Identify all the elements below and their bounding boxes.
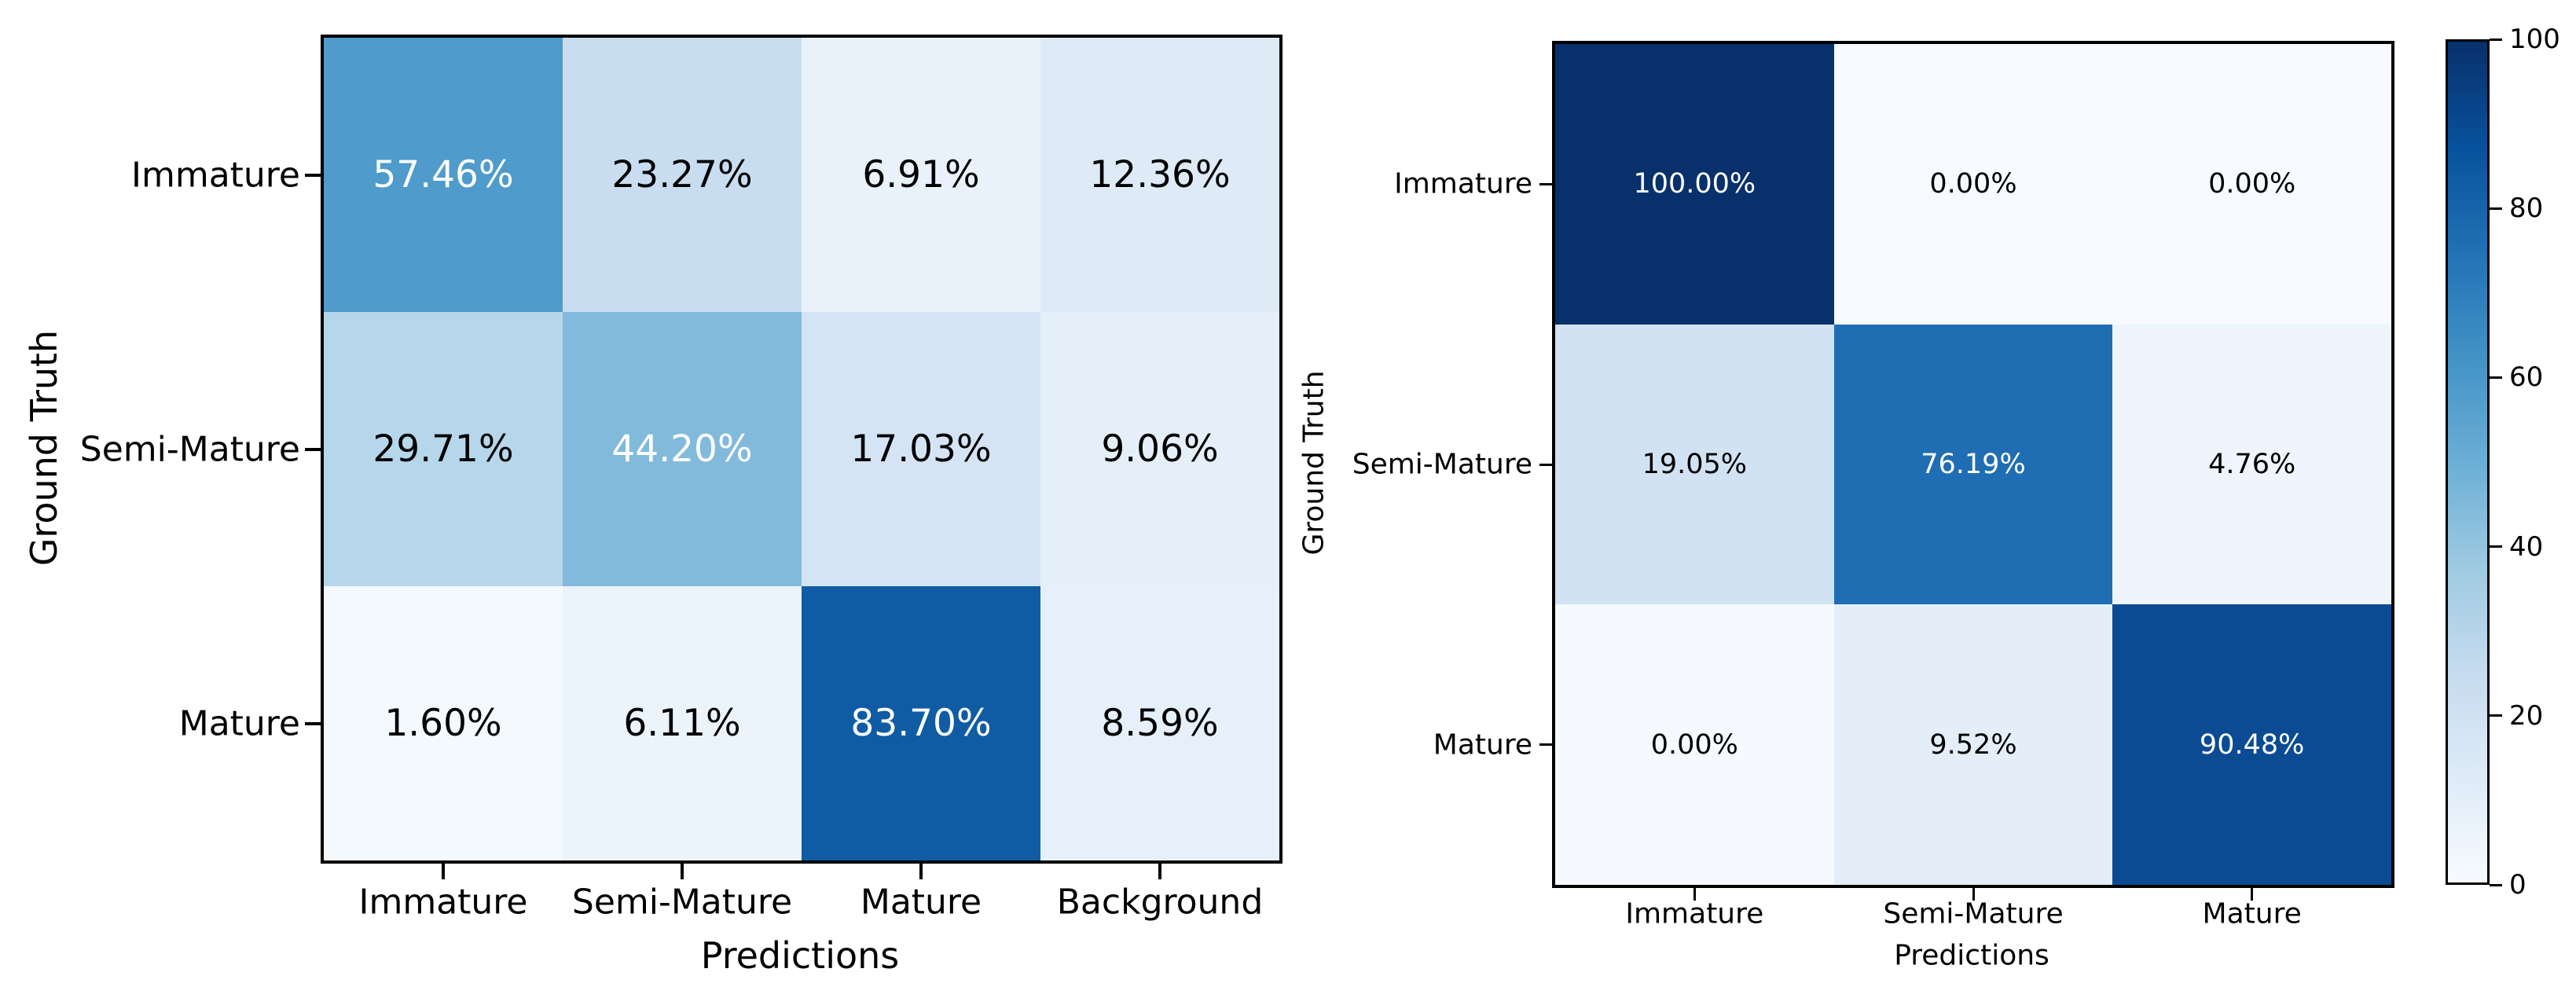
matrix-cell: 9.52% bbox=[1833, 604, 2113, 885]
y-tick-mark bbox=[1539, 182, 1552, 185]
x-tick-mark bbox=[1693, 888, 1696, 901]
x-tick-label: Mature bbox=[2202, 897, 2302, 930]
matrix-cell: 29.71% bbox=[324, 312, 563, 586]
matrix-cell: 0.00% bbox=[1833, 44, 2113, 325]
matrix-cell: 57.46% bbox=[324, 38, 563, 312]
matrix-cell: 9.06% bbox=[1040, 312, 1279, 586]
y-tick-mark bbox=[305, 173, 321, 177]
matrix-cell: 6.11% bbox=[563, 586, 802, 860]
left-y-axis-label: Ground Truth bbox=[23, 329, 65, 567]
matrix-cell: 0.00% bbox=[2112, 44, 2391, 325]
colorbar-tick-mark bbox=[2490, 883, 2502, 886]
matrix-cell: 1.60% bbox=[324, 586, 563, 860]
matrix-cell: 100.00% bbox=[1555, 44, 1834, 325]
colorbar-tick-label: 80 bbox=[2509, 193, 2544, 225]
left-x-axis-label: Predictions bbox=[700, 934, 900, 977]
x-tick-label: Immature bbox=[1625, 897, 1764, 930]
right-heatmap-grid: 100.00% 0.00% 0.00% 19.05% 76.19% 4.76% 0.00% 9… bbox=[1555, 44, 2391, 885]
x-tick-mark bbox=[2251, 888, 2254, 901]
y-tick-label: Semi-Mature bbox=[79, 429, 300, 469]
x-tick-mark bbox=[442, 864, 445, 879]
colorbar-tick-mark bbox=[2490, 207, 2502, 210]
x-tick-mark bbox=[1972, 888, 1975, 901]
colorbar-tick-label: 20 bbox=[2509, 699, 2544, 732]
matrix-cell: 76.19% bbox=[1833, 324, 2113, 605]
matrix-cell: 83.70% bbox=[802, 586, 1040, 860]
colorbar-tick-mark bbox=[2490, 545, 2502, 549]
colorbar-tick-mark bbox=[2490, 376, 2502, 379]
colorbar-tick-label: 60 bbox=[2509, 361, 2544, 394]
y-tick-label: Immature bbox=[1394, 167, 1532, 200]
colorbar-tick-label: 40 bbox=[2509, 530, 2544, 563]
matrix-cell: 4.76% bbox=[2112, 324, 2391, 605]
matrix-cell: 44.20% bbox=[563, 312, 802, 586]
left-heatmap-grid: 57.46% 23.27% 6.91% 12.36% 29.71% 44.20% 17.03… bbox=[324, 38, 1279, 860]
x-tick-label: Mature bbox=[860, 882, 982, 923]
colorbar-tick-mark bbox=[2490, 38, 2502, 41]
matrix-cell: 19.05% bbox=[1555, 324, 1834, 605]
left-heatmap-axes: 57.46% 23.27% 6.91% 12.36% 29.71% 44.20% 17.03… bbox=[321, 35, 1282, 864]
y-tick-label: Semi-Mature bbox=[1352, 448, 1532, 481]
y-tick-label: Mature bbox=[178, 703, 300, 743]
matrix-cell: 12.36% bbox=[1040, 38, 1279, 312]
matrix-cell: 8.59% bbox=[1040, 586, 1279, 860]
colorbar-gradient bbox=[2446, 39, 2490, 885]
colorbar-tick-label: 100 bbox=[2509, 24, 2560, 55]
y-tick-mark bbox=[305, 721, 321, 725]
right-heatmap-axes: 100.00% 0.00% 0.00% 19.05% 76.19% 4.76% 0.00% 9… bbox=[1552, 41, 2394, 888]
colorbar-tick-label: 0 bbox=[2509, 869, 2526, 901]
y-tick-mark bbox=[1539, 743, 1552, 747]
x-tick-label: Semi-Mature bbox=[571, 882, 793, 923]
matrix-cell: 90.48% bbox=[2112, 604, 2391, 885]
matrix-cell: 17.03% bbox=[802, 312, 1040, 586]
y-tick-label: Mature bbox=[1433, 728, 1532, 761]
x-tick-label: Semi-Mature bbox=[1883, 897, 2064, 930]
x-tick-mark bbox=[681, 864, 684, 879]
x-tick-label: Background bbox=[1056, 882, 1264, 923]
matrix-cell: 6.91% bbox=[802, 38, 1040, 312]
colorbar-tick-mark bbox=[2490, 714, 2502, 717]
y-tick-label: Immature bbox=[131, 155, 300, 195]
matrix-cell: 23.27% bbox=[563, 38, 802, 312]
right-x-axis-label: Predictions bbox=[1894, 939, 2049, 972]
matrix-cell: 0.00% bbox=[1555, 604, 1834, 885]
x-tick-mark bbox=[1158, 864, 1161, 879]
x-tick-label: Immature bbox=[358, 882, 528, 923]
y-tick-mark bbox=[1539, 463, 1552, 466]
x-tick-mark bbox=[919, 864, 923, 879]
y-tick-mark bbox=[305, 447, 321, 451]
right-y-axis-label: Ground Truth bbox=[1297, 370, 1330, 556]
